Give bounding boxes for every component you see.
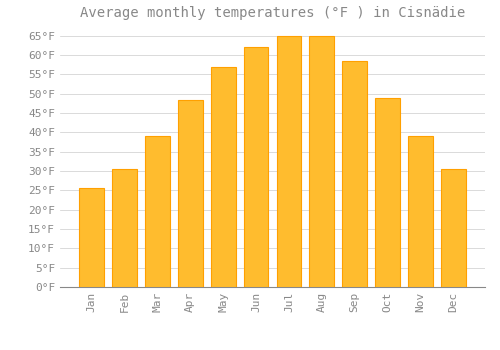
Bar (310, 36, 334, 287)
Bar (376, 98, 400, 287)
Bar (244, 47, 268, 287)
Bar (80, 188, 104, 287)
Bar (112, 169, 137, 287)
Bar (178, 99, 203, 287)
Bar (342, 61, 367, 287)
Bar (145, 136, 170, 287)
Bar (408, 136, 433, 287)
Bar (276, 36, 301, 287)
Bar (211, 66, 236, 287)
Title: Average monthly temperatures (°F ) in Cisnädie: Average monthly temperatures (°F ) in Ci… (80, 6, 465, 20)
Bar (441, 169, 466, 287)
